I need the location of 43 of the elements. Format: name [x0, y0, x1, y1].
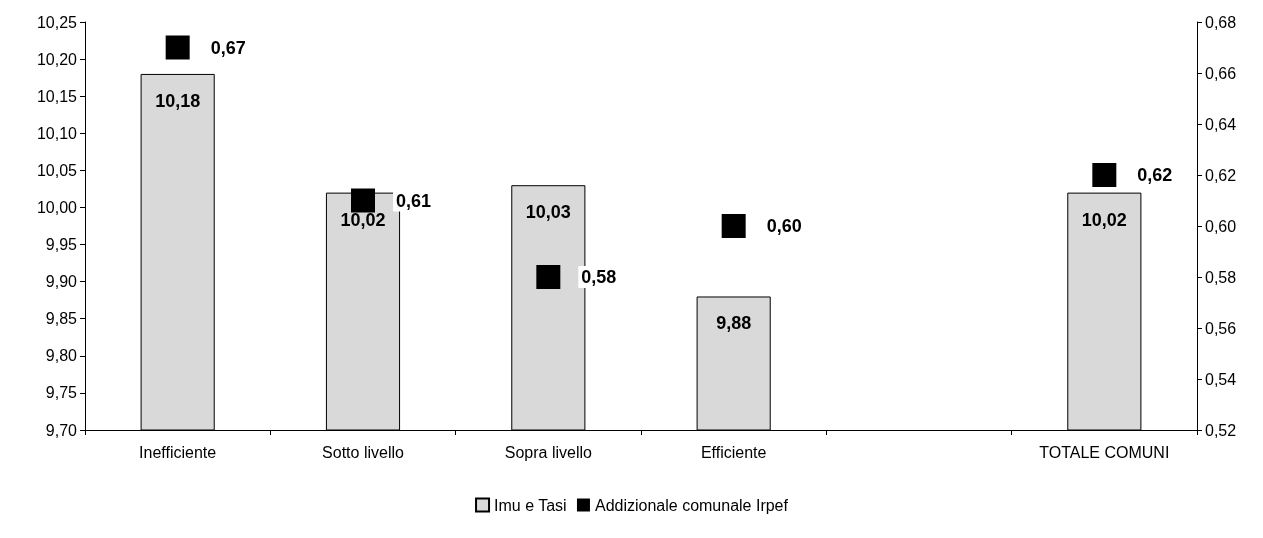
point	[351, 188, 375, 213]
y-tick-label: 9,95	[45, 236, 78, 254]
y-tick-label: 9,80	[45, 347, 78, 365]
y-tick-label: 9,75	[45, 384, 78, 402]
y2-tick-label: 0,54	[1205, 370, 1237, 388]
y2-tick-label: 0,62	[1205, 166, 1237, 184]
data-label: 10,18	[155, 90, 201, 111]
point	[165, 35, 190, 60]
y-tick-label: 10,25	[36, 13, 78, 31]
y2-tick-label: 0,56	[1205, 319, 1237, 337]
point	[536, 265, 561, 289]
y-tick-label: 10,00	[36, 198, 78, 216]
y-tick-label: 9,90	[45, 273, 78, 291]
data-label: 10,02	[340, 209, 386, 230]
y-tick-label: 9,70	[45, 421, 78, 439]
y-tick-label: 10,10	[36, 124, 78, 142]
y-tick-label: 10,15	[36, 87, 78, 105]
legend-label: Addizionale comunale Irpef	[594, 496, 789, 514]
x-tick-label: Sopra livello	[504, 443, 593, 461]
y2-tick-label: 0,64	[1205, 115, 1237, 133]
data-label: 0,61	[396, 190, 432, 211]
y-tick-label: 10,05	[36, 161, 78, 179]
y2-tick-label: 0,60	[1205, 217, 1237, 235]
y-tick-label: 9,85	[45, 310, 78, 328]
point	[1092, 163, 1117, 187]
y2-tick-label: 0,58	[1205, 268, 1237, 286]
x-tick-label: Sotto livello	[322, 443, 405, 461]
legend-label: Imu e Tasi	[494, 496, 567, 514]
data-label: 0,60	[766, 216, 802, 236]
point	[721, 214, 746, 238]
data-label: 0,58	[581, 267, 617, 287]
y2-tick-label: 0,52	[1205, 421, 1237, 439]
data-label: 10,03	[525, 202, 571, 223]
x-tick-label: Inefficiente	[139, 443, 217, 461]
data-label: 9,88	[716, 313, 752, 334]
y-tick-label: 10,20	[36, 50, 78, 68]
y2-tick-label: 0,68	[1205, 13, 1237, 31]
data-label: 10,02	[1081, 209, 1127, 230]
x-tick-label: TOTALE COMUNI	[1039, 443, 1170, 461]
y2-tick-label: 0,66	[1205, 64, 1237, 82]
data-label: 0,62	[1137, 165, 1173, 185]
x-tick-label: Efficiente	[700, 443, 767, 461]
data-label: 0,67	[210, 37, 246, 58]
